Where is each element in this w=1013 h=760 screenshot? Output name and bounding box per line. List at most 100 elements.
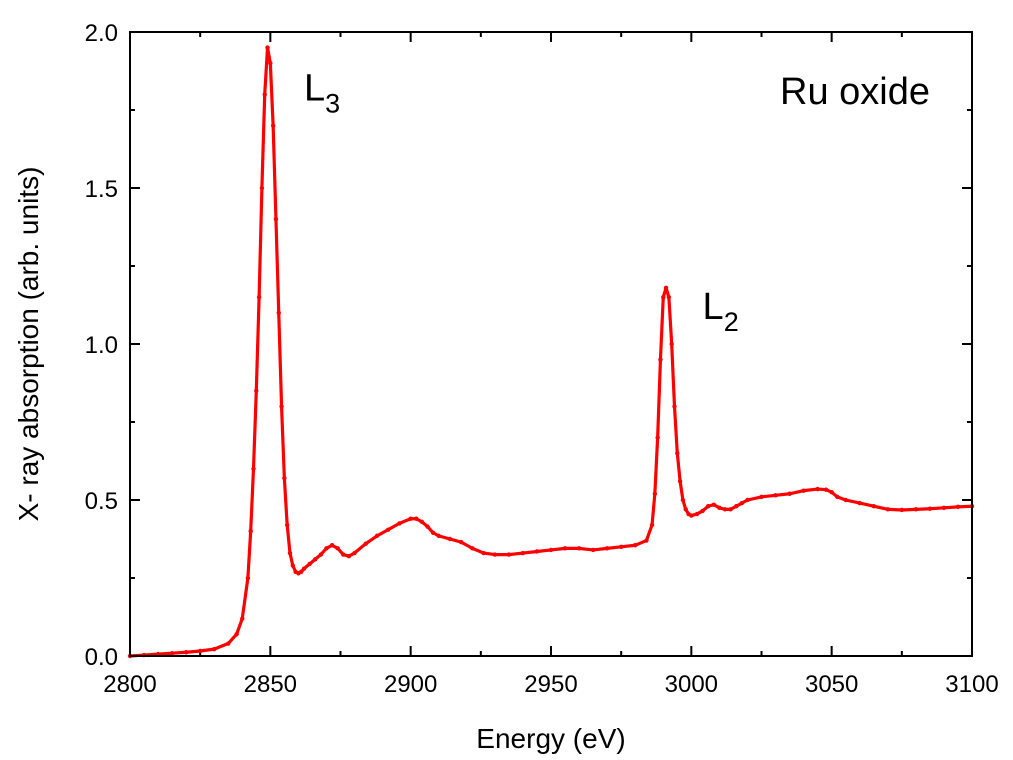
data-point [941,505,947,510]
data-point [276,310,281,315]
data-point [739,500,745,506]
data-point [658,357,663,362]
data-point [279,404,284,409]
y-tick-label: 0.5 [85,488,118,515]
data-point [823,487,829,492]
l2-subscript: 2 [724,307,739,337]
data-point [245,575,251,581]
data-point [506,552,512,557]
plot-frame [129,31,973,657]
data-point [652,491,658,496]
data-point [313,557,318,562]
x-axis-title: Energy (eV) [476,723,625,754]
data-point [425,524,430,529]
ticks-layer: 2800 2850 2900 2950 3000 3050 3100 0.0 0.5 1.0 1.5… [85,20,999,698]
data-point [677,479,683,484]
data-point [666,295,672,300]
data-point [436,533,441,539]
y-tick-label: 1.5 [85,176,118,203]
data-point [835,494,840,500]
l2-edge-label: L2 [703,286,739,337]
data-point [689,513,694,518]
data-point [633,543,638,548]
data-point [700,508,705,514]
data-point [318,552,324,557]
data-point [590,547,596,553]
l3-edge-label: L3 [304,68,340,119]
x-tick-label: 3000 [665,671,718,698]
data-point [857,500,862,506]
data-point [374,533,380,539]
data-point [287,550,293,556]
data-point [341,552,346,557]
l3-subscript: 3 [325,89,340,119]
data-point [197,648,203,654]
data-point [672,404,677,409]
data-point [169,650,175,656]
data-point [663,285,669,291]
data-point [885,507,890,512]
data-point [346,553,352,559]
data-point [728,507,733,512]
data-point [430,530,436,535]
data-point [470,546,475,551]
data-point [927,506,933,511]
data-point [649,522,655,528]
data-point [669,341,674,347]
y-tick-label: 1.0 [85,332,118,359]
data-point [711,502,716,507]
data-point [290,563,295,568]
y-tick-label: 0.0 [85,644,118,671]
data-point [815,486,820,492]
data-point [683,507,688,512]
x-tick-label: 2900 [384,671,437,698]
x-tick-label: 2950 [524,671,577,698]
data-point [240,616,245,621]
data-point [705,504,711,509]
data-point [234,631,239,637]
data-point [829,490,834,495]
data-point [899,507,905,513]
data-point [212,646,217,652]
data-point [259,185,265,191]
data-point [335,546,340,551]
data-point [644,538,649,543]
data-point [618,544,624,549]
x-tick-label: 2800 [103,671,156,698]
data-point [447,536,453,542]
data-point [268,61,273,66]
data-point [955,504,961,510]
data-point [397,521,402,526]
data-point [843,497,848,503]
data-point [694,511,700,517]
data-point [299,569,304,574]
data-point [262,92,267,97]
data-point [352,550,357,556]
data-point [248,529,253,534]
data-point [301,566,307,571]
data-point [745,497,750,503]
l3-main: L [304,68,325,110]
data-point [282,475,287,481]
data-point [576,546,582,551]
data-point [481,550,486,556]
data-point [386,527,391,532]
data-point [562,546,568,551]
data-point [273,217,279,222]
data-point [324,546,329,551]
x-tick-label: 3100 [945,671,998,698]
x-tick-label: 3050 [805,671,858,698]
data-point [226,641,231,646]
data-point [419,519,425,525]
data-series [127,45,975,659]
data-point [363,541,368,546]
data-point [655,435,660,440]
data-point [256,295,262,300]
data-point [251,466,256,471]
data-point [254,388,259,393]
data-point [722,507,728,512]
data-point [284,522,290,528]
data-point [717,505,722,510]
data-point [520,550,526,556]
x-tick-label: 2850 [244,671,297,698]
